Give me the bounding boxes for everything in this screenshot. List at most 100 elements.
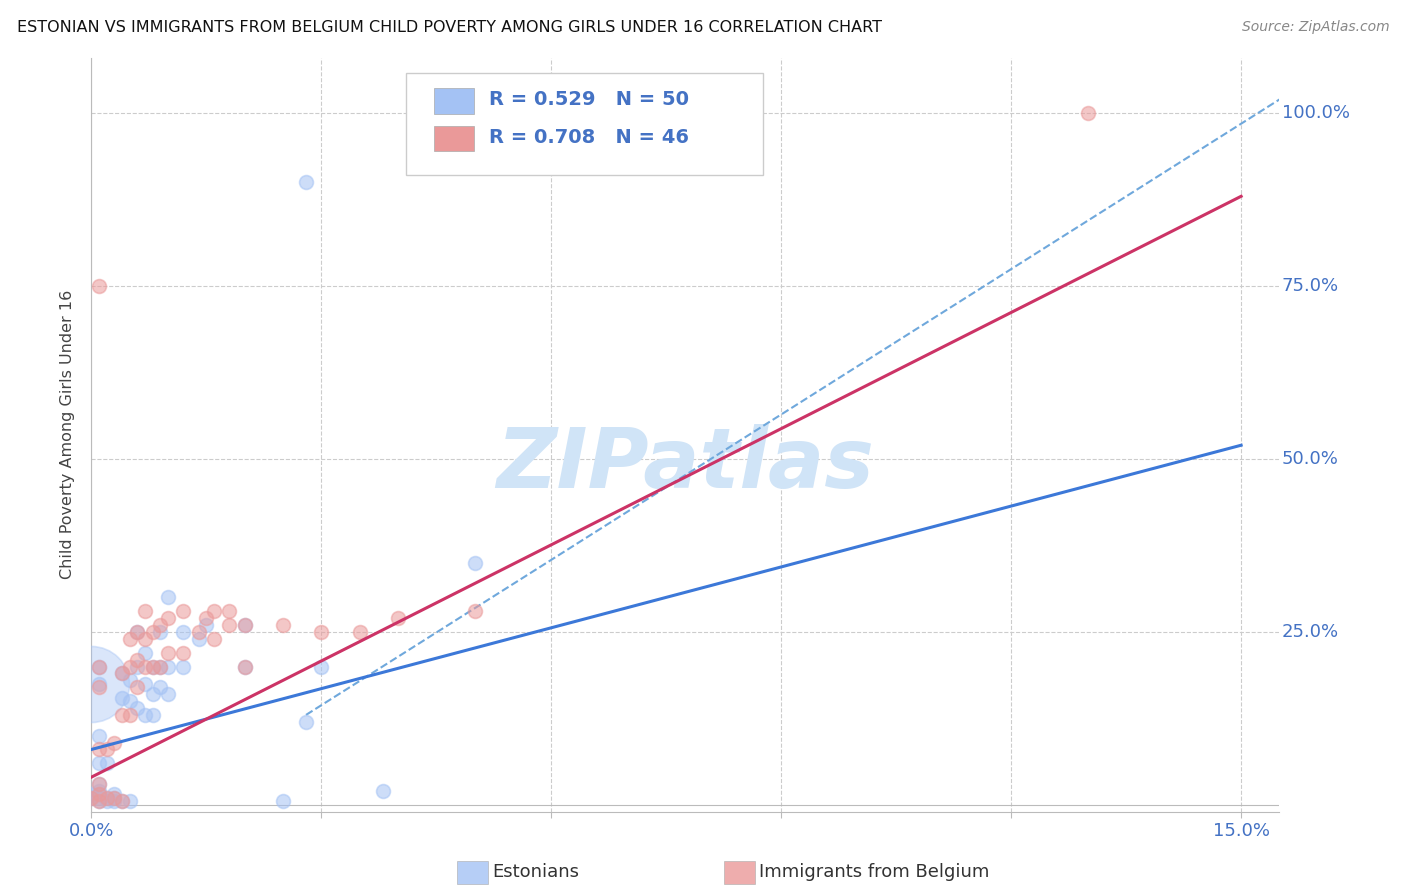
Point — [127, 624, 149, 639]
Text: 50.0%: 50.0% — [1282, 450, 1339, 468]
Text: Estonians: Estonians — [492, 863, 579, 881]
Point — [142, 687, 165, 701]
Point — [142, 707, 165, 722]
Point — [149, 680, 172, 694]
Point — [172, 646, 194, 660]
Point — [127, 624, 149, 639]
Point — [295, 176, 318, 190]
Point — [87, 659, 110, 673]
Point — [142, 659, 165, 673]
Point — [87, 788, 110, 802]
Point — [111, 666, 134, 681]
Point — [387, 611, 409, 625]
Point — [96, 790, 118, 805]
Point — [218, 618, 240, 632]
Point — [349, 624, 371, 639]
Point — [134, 646, 156, 660]
Point — [80, 677, 103, 691]
FancyBboxPatch shape — [433, 126, 474, 152]
Point — [464, 604, 486, 618]
Point — [127, 659, 149, 673]
Point — [111, 690, 134, 705]
Point — [103, 790, 125, 805]
Point — [157, 611, 180, 625]
Point — [87, 777, 110, 791]
Point — [172, 659, 194, 673]
Point — [96, 790, 118, 805]
Point — [87, 794, 110, 808]
Point — [172, 604, 194, 618]
Point — [149, 624, 172, 639]
Point — [271, 794, 294, 808]
Point — [87, 777, 110, 791]
Point — [118, 659, 141, 673]
Point — [87, 659, 110, 673]
Text: 25.0%: 25.0% — [1282, 623, 1339, 641]
Point — [80, 788, 103, 802]
Point — [118, 632, 141, 646]
Point — [96, 756, 118, 771]
Point — [157, 659, 180, 673]
Point — [1077, 106, 1099, 120]
Point — [118, 707, 141, 722]
Point — [127, 701, 149, 715]
Point — [87, 788, 110, 802]
Point — [118, 694, 141, 708]
Point — [464, 556, 486, 570]
Point — [187, 632, 209, 646]
Point — [87, 790, 110, 805]
Point — [127, 680, 149, 694]
Point — [202, 604, 225, 618]
Text: ZIPatlas: ZIPatlas — [496, 425, 875, 506]
Point — [87, 677, 110, 691]
Point — [134, 677, 156, 691]
Point — [202, 632, 225, 646]
Point — [103, 794, 125, 808]
Point — [87, 756, 110, 771]
Point — [87, 742, 110, 756]
Point — [142, 624, 165, 639]
Point — [80, 790, 103, 805]
Point — [233, 659, 256, 673]
Point — [111, 666, 134, 681]
Point — [195, 611, 218, 625]
Point — [134, 604, 156, 618]
Point — [96, 794, 118, 808]
FancyBboxPatch shape — [406, 73, 762, 175]
Text: R = 0.708   N = 46: R = 0.708 N = 46 — [489, 128, 689, 147]
Point — [96, 742, 118, 756]
Point — [111, 794, 134, 808]
Text: Source: ZipAtlas.com: Source: ZipAtlas.com — [1241, 20, 1389, 34]
Point — [371, 784, 394, 798]
Point — [187, 624, 209, 639]
Point — [157, 646, 180, 660]
Point — [87, 784, 110, 798]
Point — [295, 714, 318, 729]
Point — [142, 659, 165, 673]
Point — [149, 659, 172, 673]
Point — [149, 618, 172, 632]
Point — [172, 624, 194, 639]
Y-axis label: Child Poverty Among Girls Under 16: Child Poverty Among Girls Under 16 — [60, 290, 76, 580]
Point — [111, 794, 134, 808]
Point — [87, 794, 110, 808]
Point — [157, 591, 180, 605]
Point — [80, 790, 103, 805]
Point — [311, 659, 333, 673]
Point — [127, 652, 149, 666]
Point — [134, 707, 156, 722]
Point — [134, 659, 156, 673]
Point — [111, 707, 134, 722]
Point — [103, 735, 125, 749]
Point — [149, 659, 172, 673]
Point — [311, 624, 333, 639]
Text: Immigrants from Belgium: Immigrants from Belgium — [759, 863, 990, 881]
Point — [87, 729, 110, 743]
Point — [271, 618, 294, 632]
Point — [233, 618, 256, 632]
Text: R = 0.529   N = 50: R = 0.529 N = 50 — [489, 90, 689, 110]
Point — [233, 659, 256, 673]
Text: 75.0%: 75.0% — [1282, 277, 1339, 295]
Point — [118, 794, 141, 808]
Point — [233, 618, 256, 632]
